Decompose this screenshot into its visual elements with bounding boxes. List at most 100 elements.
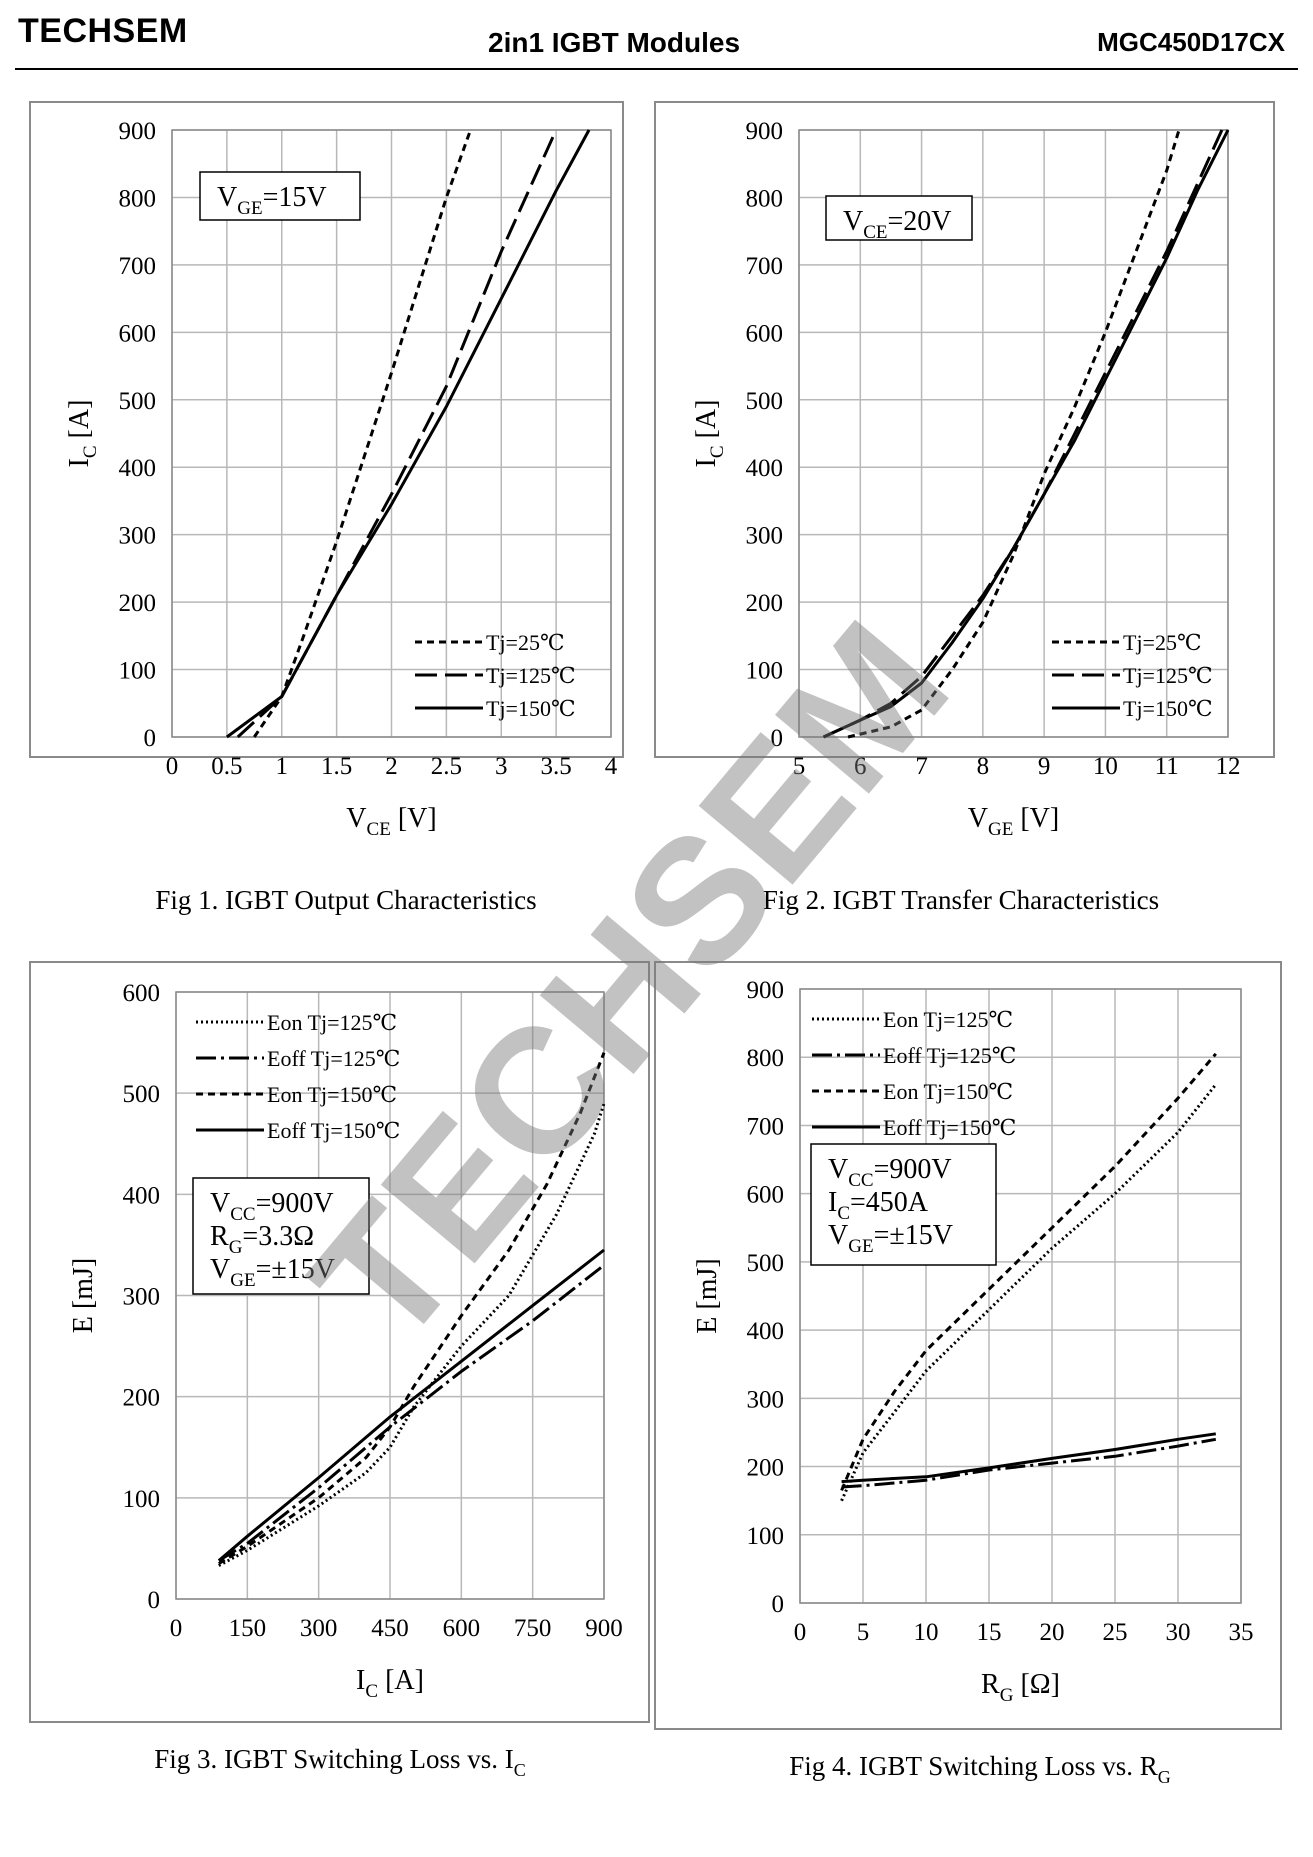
fig2-xtick-label-3: 8: [977, 753, 990, 780]
fig4-xtick-label-0: 0: [794, 1619, 807, 1646]
fig2-series-line-2: [822, 129, 1230, 739]
fig4-xtick-label-2: 10: [914, 1619, 939, 1646]
fig1-series-line-2: [226, 129, 591, 739]
fig4-ytick-label-3: 300: [747, 1386, 785, 1413]
fig1-ytick-label-3: 300: [119, 523, 157, 550]
fig1-condition-0-sub: GE: [237, 198, 262, 219]
fig1-xlabel-rest: [V]: [391, 803, 437, 834]
fig2-legend-label-2: Tj=150℃: [1123, 696, 1213, 721]
fig1-xlabel-main: V: [346, 803, 366, 834]
fig4-condition-box: [810, 1143, 997, 1266]
fig3-xtick-label-2: 300: [300, 1615, 338, 1642]
fig1-ytick-label-1: 100: [119, 658, 157, 685]
fig3-condition-0-sub: CC: [230, 1204, 255, 1225]
fig1-legend-label-2: Tj=150℃: [486, 696, 576, 721]
fig4-ytick-label-6: 600: [747, 1182, 785, 1209]
fig3-condition-1-main: R: [210, 1221, 229, 1252]
fig2-xtick-label-5: 10: [1093, 753, 1118, 780]
fig1-condition-box: [199, 171, 361, 221]
fig2-ytick-label-0: 0: [771, 725, 784, 752]
fig4-condition-2-main: V: [828, 1220, 848, 1251]
fig2-xtick-label-6: 11: [1155, 753, 1179, 780]
fig4-xtick-label-4: 20: [1040, 1619, 1065, 1646]
fig3-ytick-label-4: 400: [123, 1182, 161, 1209]
fig2-condition-box: [825, 195, 973, 241]
fig1-xtick-label-1: 0.5: [211, 753, 242, 780]
fig2-ylabel-sub: C: [707, 445, 728, 458]
fig1-ytick-label-9: 900: [119, 118, 157, 145]
fig1-ylabel-sub: C: [80, 445, 101, 458]
fig4-ytick-label-5: 500: [747, 1250, 785, 1277]
fig1-ylabel: IC [A]: [64, 400, 101, 468]
fig3-condition-0: VCC=900V: [210, 1188, 334, 1225]
fig3-caption: Fig 3. IGBT Switching Loss vs. IC: [154, 1744, 526, 1780]
fig1-ytick-label-8: 800: [119, 185, 157, 212]
fig4-condition-0: VCC=900V: [828, 1154, 952, 1191]
fig1-legend-label-0: Tj=25℃: [486, 630, 565, 655]
fig4-caption-sub: G: [1158, 1767, 1171, 1787]
fig4-ytick-label-7: 700: [747, 1113, 785, 1140]
fig4-ylabel-main: E: [692, 1317, 723, 1334]
fig4-ytick-label-0: 0: [772, 1591, 785, 1618]
fig3-condition-0-rest: =900V: [256, 1188, 334, 1219]
fig3-ylabel-rest: [mJ]: [68, 1258, 99, 1316]
fig2-xlabel: VGE [V]: [968, 803, 1059, 840]
fig2-condition-0-rest: =20V: [888, 206, 952, 237]
fig3-legend-label-1: Eoff Tj=125℃: [267, 1046, 400, 1071]
fig3-xtick-label-6: 900: [585, 1615, 623, 1642]
fig1-ylabel-main: I: [64, 458, 95, 467]
fig3-ytick-label-2: 200: [123, 1385, 161, 1412]
fig3-legend-label-0: Eon Tj=125℃: [267, 1010, 397, 1035]
fig3-condition-0-main: V: [210, 1188, 230, 1219]
fig4-series-line-1: [841, 1437, 1217, 1489]
fig3-ytick-label-5: 500: [123, 1081, 161, 1108]
fig1-xtick-label-6: 3: [495, 753, 508, 780]
fig1-xtick-label-8: 4: [605, 753, 618, 780]
fig4-ytick-label-1: 100: [747, 1523, 785, 1550]
fig2-legend-label-0: Tj=25℃: [1123, 630, 1202, 655]
fig1-legend-label-1: Tj=125℃: [486, 663, 576, 688]
fig4-condition-0-rest: =900V: [874, 1154, 952, 1185]
fig3-series-line-1: [218, 1264, 605, 1562]
fig4-condition-0-sub: CC: [848, 1170, 873, 1191]
fig1-frame: [29, 101, 624, 758]
fig2-ytick-label-3: 300: [746, 523, 784, 550]
fig4-caption: Fig 4. IGBT Switching Loss vs. RG: [789, 1751, 1171, 1787]
fig3-condition-2-sub: GE: [230, 1270, 255, 1291]
fig4-xtick-label-6: 30: [1166, 1619, 1191, 1646]
fig2-chart: 5 6 7 8 9 10 11 12 0 100 200 300 400 500 600 700 800 900 V…: [654, 101, 1275, 915]
fig2-condition-0-main: V: [843, 206, 863, 237]
fig2-ytick-label-4: 400: [746, 455, 784, 482]
fig2-xtick-label-7: 12: [1216, 753, 1241, 780]
fig2-xtick-label-4: 9: [1038, 753, 1051, 780]
fig4-condition-0-main: V: [828, 1154, 848, 1185]
fig4-condition-1: IC=450A: [828, 1187, 929, 1224]
header-part-number: MGC450D17CX: [1097, 27, 1285, 57]
fig2-ytick-label-5: 500: [746, 388, 784, 415]
fig3-condition-box: [192, 1177, 370, 1295]
fig4-series-line-3: [841, 1432, 1217, 1484]
fig2-ytick-label-1: 100: [746, 658, 784, 685]
fig4-xlabel-rest: [Ω]: [1013, 1669, 1059, 1700]
fig2-xtick-label-2: 7: [915, 753, 928, 780]
fig2-caption: Fig 2. IGBT Transfer Characteristics: [763, 885, 1159, 915]
fig3-caption-main: Fig 3. IGBT Switching Loss vs. I: [154, 1744, 514, 1774]
fig1-ytick-label-6: 600: [119, 320, 157, 347]
fig3-chart: 0 150 300 450 600 750 9000100200300400500600IC…: [29, 961, 650, 1780]
fig4-legend-label-2: Eon Tj=150℃: [883, 1079, 1013, 1104]
fig4-xlabel-sub: G: [1000, 1685, 1014, 1706]
fig1-xtick-label-2: 1: [276, 753, 289, 780]
fig3-condition-1-rest: =3.3Ω: [242, 1221, 314, 1252]
fig2-xlabel-main: V: [968, 803, 988, 834]
fig2-ytick-label-2: 200: [746, 590, 784, 617]
fig2-xtick-label-1: 6: [854, 753, 867, 780]
fig1-series-line-0: [253, 129, 472, 738]
fig2-xlabel-rest: [V]: [1013, 803, 1059, 834]
fig3-xlabel-sub: C: [365, 1681, 378, 1702]
header-brand: TECHSEM: [18, 12, 188, 50]
fig4-ytick-label-2: 200: [747, 1455, 785, 1482]
fig2-legend-label-1: Tj=125℃: [1123, 663, 1213, 688]
fig1-xlabel: VCE [V]: [346, 803, 436, 840]
fig3-ylabel-main: E: [68, 1316, 99, 1333]
fig1-ytick-label-4: 400: [119, 455, 157, 482]
